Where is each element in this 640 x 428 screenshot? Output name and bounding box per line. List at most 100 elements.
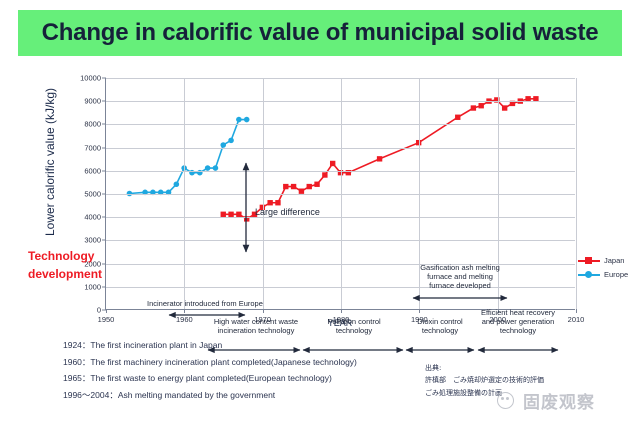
data-point-japan — [533, 96, 539, 102]
data-point-japan — [494, 97, 500, 103]
x-axis-label: YEAR — [327, 318, 353, 328]
y-tick-mark — [102, 77, 106, 79]
x-tick-mark — [497, 309, 499, 313]
y-tick-label: 10000 — [80, 73, 101, 83]
gasification-line-2: furnace and melting — [427, 271, 493, 281]
y-tick-label: 7000 — [84, 143, 101, 153]
data-point-japan — [283, 183, 289, 190]
y-tick-mark — [102, 239, 106, 241]
y-tick-mark — [102, 123, 106, 125]
y-gridline — [106, 147, 575, 149]
x-tick-mark — [262, 309, 264, 313]
data-point-japan — [322, 172, 328, 178]
legend-item-japan[interactable]: Japan — [578, 256, 628, 265]
data-point-japan — [275, 200, 281, 206]
data-point-japan — [337, 170, 344, 176]
y-tick-mark — [102, 193, 106, 195]
annotation-large-difference: Large difference — [255, 207, 320, 217]
data-point-europe — [142, 189, 148, 196]
data-point-japan — [501, 105, 508, 111]
data-point-europe — [157, 189, 164, 196]
y-gridline — [106, 194, 575, 195]
data-point-japan — [329, 160, 336, 167]
data-point-japan — [525, 96, 531, 102]
watermark-logo-icon — [497, 392, 514, 409]
high-water-line-2: incineration technology — [217, 325, 295, 335]
high-water-line-1: High water content waste — [213, 317, 299, 326]
annotation-dioxin-control: Dioxin control technology — [399, 317, 481, 336]
y-tick-label: 8000 — [84, 119, 101, 129]
x-gridline — [576, 78, 577, 309]
source-line: ごみ処理施設整備の計画 — [425, 388, 502, 397]
technology-development-line-2: development — [28, 267, 103, 281]
data-point-japan — [509, 100, 516, 107]
y-gridline — [106, 124, 575, 126]
annotation-pollution-control: Pollution control technology — [308, 317, 400, 336]
series-line-europe — [129, 118, 247, 195]
footnote-item: 1965：The first waste to energy plant com… — [63, 373, 332, 384]
annotation-incinerator-europe: Incinerator introduced from Europe — [147, 299, 263, 308]
data-point-japan — [455, 114, 461, 120]
data-point-europe — [243, 116, 250, 123]
y-tick-mark — [102, 286, 106, 288]
plot-area: 0 1000 2000 3000 4000 5000 6000 7000 8000 9000 100… — [80, 74, 584, 325]
x-tick-label: 1980 — [332, 315, 350, 324]
y-tick-label: 9000 — [84, 96, 101, 106]
y-axis-label: Lower calorific value (kJ/kg) — [43, 87, 57, 237]
data-point-europe — [173, 181, 180, 188]
x-tick-mark — [184, 309, 186, 313]
x-tick-label: 2000 — [489, 315, 506, 324]
data-point-japan — [290, 183, 297, 190]
x-tick-mark — [341, 309, 342, 313]
legend-label-europe: Europe — [604, 270, 629, 279]
y-tick-label: 1000 — [84, 282, 101, 292]
pollution-line-1: Pollution control — [327, 317, 381, 326]
annotation-high-water-technology: High water content waste incineration te… — [196, 317, 316, 336]
y-tick-label: 0 — [96, 305, 101, 315]
y-tick-mark — [102, 216, 106, 218]
x-tick-label: 1960 — [175, 315, 193, 324]
footnote-item: 1924：The first incineration plant in Jap… — [63, 340, 223, 350]
watermark-text: 固废观察 — [523, 393, 595, 413]
y-tick-mark — [102, 263, 106, 265]
dioxin-line-2: technology — [421, 325, 459, 335]
data-point-japan — [228, 211, 234, 217]
x-tick-label: 2010 — [567, 315, 585, 324]
x-tick-label: 1950 — [97, 315, 115, 324]
data-point-europe — [181, 165, 187, 171]
technology-development-line-1: Technology — [28, 249, 95, 263]
annotation-technology-development: Technology development — [28, 247, 102, 283]
y-tick-label: 6000 — [84, 166, 101, 176]
y-tick-label: 4000 — [84, 212, 101, 222]
x-tick-label: 1990 — [410, 315, 428, 324]
x-gridline — [341, 78, 342, 309]
data-point-japan — [298, 188, 305, 194]
data-point-japan — [267, 200, 273, 206]
x-gridline — [262, 78, 264, 309]
gasification-line-3: furnace developed — [429, 280, 491, 290]
y-gridline — [106, 170, 575, 172]
y-gridline — [106, 286, 575, 288]
annotation-gasification: Gasification ash melting furnace and mel… — [405, 263, 515, 291]
chart-container: Lower calorific value (kJ/kg) 0 1000 2000 3… — [0, 60, 640, 354]
source-citation: 出典: 許槙部 ごみ焼却炉選定の技術的評価 ごみ処理施設整備の計画 — [425, 362, 640, 399]
pollution-line-2: technology — [335, 325, 373, 335]
x-gridline — [419, 78, 421, 309]
legend-marker-japan-icon — [578, 256, 600, 265]
data-point-japan — [345, 170, 352, 176]
y-tick-mark — [102, 170, 106, 172]
y-gridline — [106, 217, 575, 219]
annotation-efficient-heat: Efficient heat recovery and power genera… — [474, 308, 562, 336]
y-tick-label: 2000 — [84, 259, 101, 269]
legend-marker-europe-icon — [578, 270, 600, 279]
data-point-japan — [486, 98, 492, 104]
legend-item-europe[interactable]: Europe — [578, 270, 628, 279]
y-gridline — [106, 78, 575, 79]
data-point-europe — [204, 165, 211, 171]
y-tick-mark — [102, 309, 106, 311]
y-tick-label: 3000 — [84, 235, 101, 245]
data-point-japan — [314, 181, 320, 187]
y-gridline — [106, 263, 575, 265]
data-point-europe — [228, 137, 234, 144]
